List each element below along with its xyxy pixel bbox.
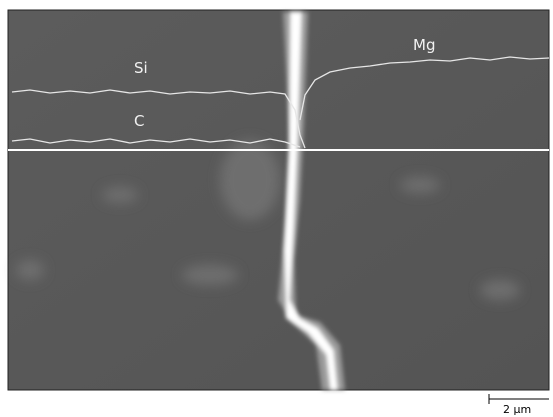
scale-bar: 2 μm: [488, 394, 549, 416]
scale-bar-label: 2 μm: [503, 403, 531, 416]
si-label: Si: [134, 59, 148, 77]
si-profile: [11, 89, 306, 149]
mg-label: Mg: [413, 36, 435, 54]
interface: [278, 12, 345, 390]
texture: [16, 140, 520, 300]
mg-profile: [299, 56, 550, 121]
c-profile: [11, 138, 301, 148]
c-label: C: [134, 112, 144, 130]
sem-image: [7, 9, 550, 391]
